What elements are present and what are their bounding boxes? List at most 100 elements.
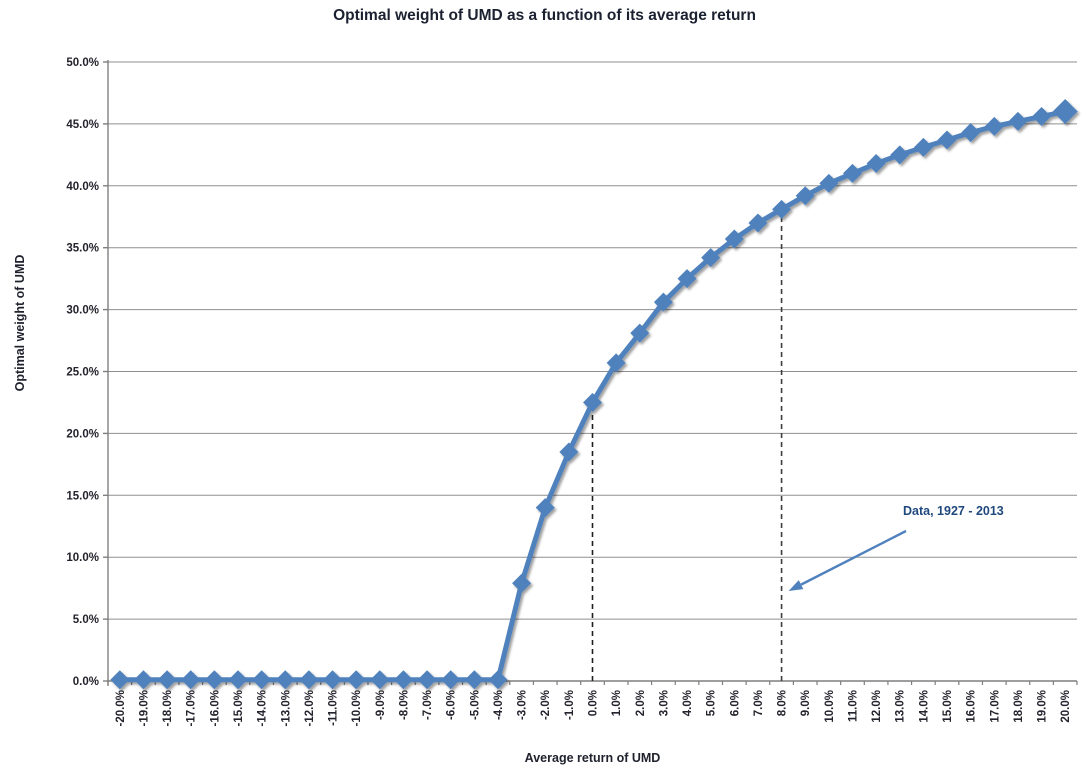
data-point [157, 670, 177, 690]
svg-text:-12.0%: -12.0% [304, 690, 316, 726]
svg-text:50.0%: 50.0% [66, 57, 99, 69]
data-point [677, 269, 697, 289]
svg-text:-16.0%: -16.0% [209, 690, 221, 726]
x-axis-title: Average return of UMD [524, 751, 661, 765]
data-point [866, 154, 886, 174]
svg-text:45.0%: 45.0% [66, 119, 99, 131]
data-point [724, 229, 744, 249]
data-point [275, 670, 295, 690]
series-optimal-weight [110, 99, 1078, 690]
svg-text:18.0%: 18.0% [1013, 690, 1025, 723]
x-tick-labels: -20.0% -19.0% -18.0% -17.0% -16.0% -15.0% -14.… [115, 690, 1072, 726]
svg-text:-7.0%: -7.0% [422, 690, 434, 720]
data-point [228, 670, 248, 690]
data-point [181, 670, 201, 690]
svg-text:0.0%: 0.0% [588, 690, 600, 716]
data-point [961, 123, 981, 143]
svg-text:40.0%: 40.0% [66, 181, 99, 193]
data-point [1008, 111, 1028, 131]
svg-text:-11.0%: -11.0% [328, 690, 340, 726]
data-point [583, 392, 602, 412]
svg-text:15.0%: 15.0% [942, 690, 954, 723]
svg-text:4.0%: 4.0% [682, 690, 694, 716]
svg-text:2.0%: 2.0% [635, 690, 647, 716]
svg-text:7.0%: 7.0% [753, 690, 765, 716]
svg-text:-13.0%: -13.0% [280, 690, 292, 726]
svg-text:-3.0%: -3.0% [517, 690, 529, 720]
data-point [535, 498, 555, 518]
svg-text:-19.0%: -19.0% [138, 690, 150, 726]
svg-text:-18.0%: -18.0% [162, 690, 174, 726]
svg-text:10.0%: 10.0% [824, 690, 836, 723]
svg-text:13.0%: 13.0% [895, 690, 907, 723]
data-point [819, 173, 839, 193]
data-point [417, 670, 437, 690]
svg-text:-20.0%: -20.0% [115, 690, 127, 726]
data-point [1032, 106, 1052, 126]
svg-text:14.0%: 14.0% [918, 690, 930, 723]
svg-text:-17.0%: -17.0% [186, 690, 198, 726]
svg-text:11.0%: 11.0% [847, 690, 859, 722]
svg-text:3.0%: 3.0% [658, 690, 670, 716]
svg-text:30.0%: 30.0% [66, 305, 99, 317]
data-point [252, 670, 272, 690]
svg-text:-2.0%: -2.0% [540, 690, 552, 720]
svg-text:-14.0%: -14.0% [257, 690, 269, 726]
data-point [984, 116, 1004, 136]
axes [103, 60, 1078, 686]
svg-text:9.0%: 9.0% [800, 690, 812, 716]
svg-text:20.0%: 20.0% [66, 428, 99, 440]
y-tick-labels: 0.0% 5.0% 10.0% 15.0% 20.0% 25.0% 30.0% 35.0% 40… [66, 57, 99, 688]
guide-lines [591, 209, 783, 681]
svg-text:15.0%: 15.0% [66, 490, 99, 502]
data-point [748, 213, 768, 233]
svg-text:-4.0%: -4.0% [493, 690, 505, 720]
svg-text:0.0%: 0.0% [73, 676, 99, 688]
data-point [937, 130, 957, 150]
data-point [110, 670, 130, 690]
svg-text:10.0%: 10.0% [66, 552, 99, 564]
svg-text:6.0%: 6.0% [729, 690, 741, 716]
annotation-arrow [788, 529, 907, 591]
data-point [653, 292, 673, 312]
data-point [370, 670, 390, 690]
svg-text:8.0%: 8.0% [777, 690, 789, 716]
svg-text:-15.0%: -15.0% [233, 690, 245, 726]
svg-text:5.0%: 5.0% [73, 614, 99, 626]
svg-text:-8.0%: -8.0% [398, 690, 410, 720]
data-point [512, 573, 532, 593]
data-point [913, 137, 933, 157]
data-point [795, 186, 815, 206]
svg-text:-1.0%: -1.0% [564, 690, 576, 720]
svg-text:-5.0%: -5.0% [469, 690, 481, 720]
data-point [346, 670, 366, 690]
data-point [488, 670, 508, 690]
data-point [204, 670, 224, 690]
svg-text:19.0%: 19.0% [1037, 690, 1049, 723]
svg-text:16.0%: 16.0% [966, 690, 978, 723]
chart-title: Optimal weight of UMD as a function of i… [333, 7, 756, 24]
annotation-label: Data, 1927 - 2013 [903, 504, 1004, 518]
data-point [701, 248, 721, 268]
data-point [393, 670, 413, 690]
data-point [133, 670, 153, 690]
data-point [323, 670, 343, 690]
data-point [606, 353, 626, 373]
svg-text:20.0%: 20.0% [1060, 690, 1072, 723]
data-point [559, 442, 579, 462]
svg-text:-9.0%: -9.0% [375, 690, 387, 720]
svg-text:5.0%: 5.0% [706, 690, 718, 716]
data-point [464, 670, 484, 690]
svg-text:-10.0%: -10.0% [351, 690, 363, 726]
svg-text:25.0%: 25.0% [66, 367, 99, 379]
data-point [842, 163, 862, 183]
data-point [630, 323, 650, 343]
svg-text:17.0%: 17.0% [989, 690, 1001, 723]
data-point [299, 670, 319, 690]
data-point [772, 199, 792, 219]
svg-text:1.0%: 1.0% [611, 690, 623, 716]
svg-text:35.0%: 35.0% [66, 243, 99, 255]
svg-text:12.0%: 12.0% [871, 690, 883, 723]
